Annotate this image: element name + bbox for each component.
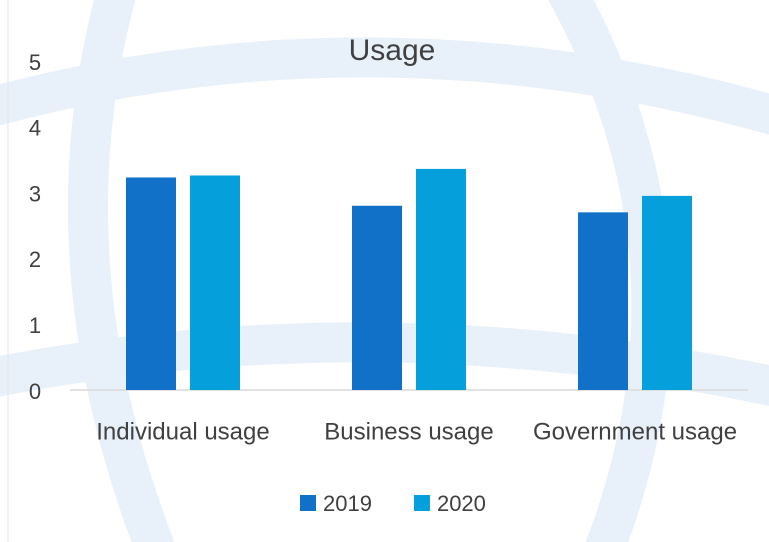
x-tick-label: Business usage bbox=[324, 418, 493, 445]
y-tick-label: 1 bbox=[29, 313, 41, 338]
bar bbox=[642, 195, 692, 390]
chart-title: Usage bbox=[349, 34, 436, 67]
legend-swatch bbox=[413, 495, 430, 511]
y-tick-label: 3 bbox=[29, 181, 41, 206]
legend-label: 2020 bbox=[437, 491, 486, 516]
bar bbox=[416, 168, 466, 390]
y-tick-label: 0 bbox=[29, 379, 41, 404]
bar bbox=[126, 177, 176, 390]
bar bbox=[190, 175, 240, 390]
x-tick-label: Individual usage bbox=[96, 418, 269, 445]
bar bbox=[578, 212, 628, 390]
bar bbox=[352, 205, 402, 390]
legend-label: 2019 bbox=[323, 491, 372, 516]
legend-swatch bbox=[300, 495, 316, 511]
y-tick-label: 4 bbox=[29, 116, 41, 141]
y-tick-label: 5 bbox=[29, 50, 41, 75]
y-tick-label: 2 bbox=[29, 247, 41, 272]
x-tick-label: Government usage bbox=[533, 418, 737, 445]
